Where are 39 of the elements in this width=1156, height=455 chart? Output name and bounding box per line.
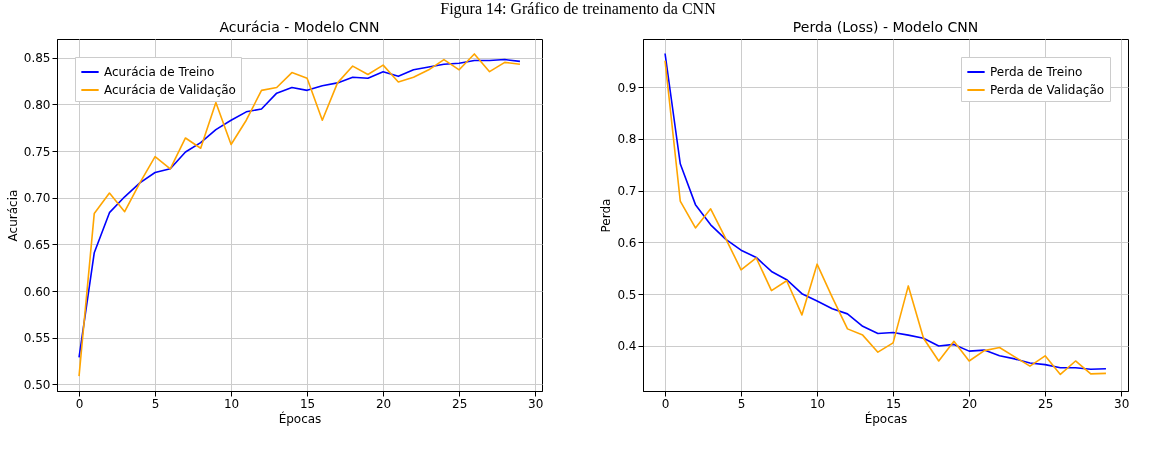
legend-label: Perda de Treino: [990, 65, 1083, 79]
x-axis-title: Épocas: [278, 410, 322, 426]
legend-label: Acurácia de Validação: [104, 83, 236, 97]
x-axis-title: Épocas: [864, 410, 908, 426]
legend-label: Perda de Validação: [990, 83, 1105, 97]
y-tick-label: 0.7: [617, 184, 637, 199]
y-tick-label: 0.4: [617, 339, 637, 354]
x-tick-label: 30: [528, 396, 544, 411]
x-tick-label: 10: [223, 396, 240, 411]
x-tick-label: 10: [809, 396, 826, 411]
y-tick-label: 0.5: [617, 287, 637, 302]
x-tick-label: 25: [452, 396, 468, 411]
text: Figura 14: Gráfico de treinamento da CNN: [439, 0, 717, 18]
y-tick-label: 0.70: [23, 191, 51, 206]
y-tick-label: 0.65: [23, 237, 51, 252]
x-tick-label: 15: [885, 396, 902, 411]
x-tick-label: 0: [661, 396, 670, 411]
y-tick-label: 0.60: [23, 284, 51, 299]
y-tick-label: 0.85: [23, 51, 51, 66]
chart-title: Acurácia - Modelo CNN: [219, 19, 380, 35]
y-tick-label: 0.55: [23, 331, 51, 346]
x-tick-label: 0: [75, 396, 84, 411]
y-tick-label: 0.6: [617, 235, 637, 250]
y-tick-label: 0.75: [23, 144, 51, 159]
y-tick-label: 0.8: [617, 132, 637, 147]
y-tick-label: 0.50: [23, 377, 51, 392]
x-tick-label: 5: [737, 396, 746, 411]
y-tick-label: 0.9: [617, 80, 637, 95]
chart-title: Perda (Loss) - Modelo CNN: [792, 19, 979, 35]
x-tick-label: 15: [299, 396, 316, 411]
x-tick-label: 5: [151, 396, 160, 411]
x-tick-label: 20: [961, 396, 978, 411]
x-tick-label: 20: [375, 396, 392, 411]
y-tick-label: 0.80: [23, 97, 51, 112]
legend-label: Acurácia de Treino: [104, 65, 215, 79]
y-axis-title: Acurácia: [5, 189, 20, 242]
x-tick-label: 25: [1038, 396, 1054, 411]
x-tick-label: 30: [1114, 396, 1130, 411]
y-axis-title: Perda: [599, 198, 614, 233]
